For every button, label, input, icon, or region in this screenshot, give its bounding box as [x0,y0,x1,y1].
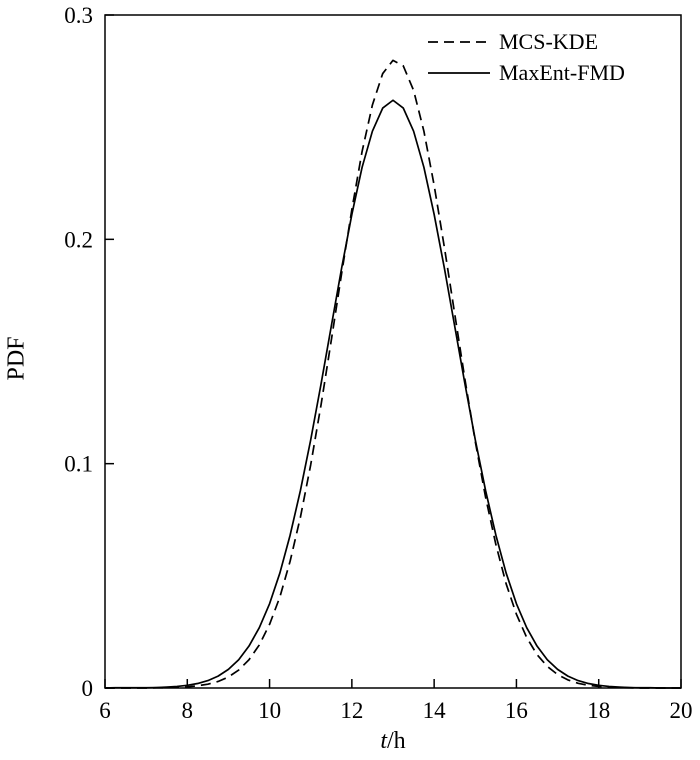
y-tick-label: 0 [82,676,94,701]
x-tick-label: 14 [423,698,447,723]
legend-label: MCS-KDE [499,28,599,54]
dashed-line-sample [428,40,490,43]
x-tick-label: 20 [670,698,693,723]
y-axis-label: PDF [3,336,30,381]
curve-maxent-fmd [104,99,681,689]
x-tick-label: 10 [258,698,281,723]
legend: MCS-KDE MaxEnt-FMD [428,26,625,88]
x-tick-label: 16 [505,698,528,723]
legend-label: MaxEnt-FMD [499,59,625,85]
x-tick-label: 8 [182,698,194,723]
x-tick-label: 6 [99,698,111,723]
curve-mcs-kde [105,59,681,689]
x-axis-label-variable: t [380,728,387,754]
x-axis-label: t/h [105,728,681,755]
solid-line-sample [428,71,490,74]
x-tick-label: 12 [340,698,363,723]
legend-entry-maxent-fmd: MaxEnt-FMD [428,57,625,88]
y-tick-label: 0.3 [64,3,93,28]
y-tick-label: 0.2 [64,227,93,252]
y-tick-label: 0.1 [64,452,93,477]
legend-entry-mcs-kde: MCS-KDE [428,26,625,57]
x-axis-label-unit: /h [387,728,406,754]
x-tick-label: 18 [587,698,610,723]
plot-frame [104,14,682,689]
